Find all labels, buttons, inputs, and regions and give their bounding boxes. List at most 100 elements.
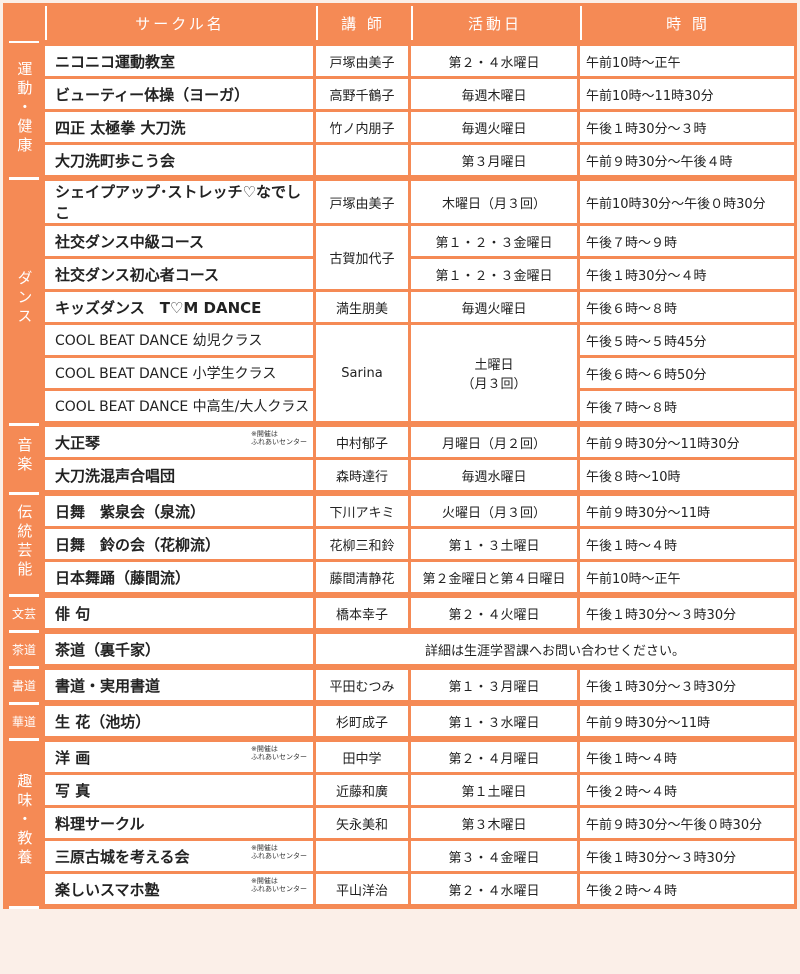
- header-category: [6, 6, 42, 43]
- category-label: 華道: [11, 714, 36, 729]
- circle-name-text: 洋 画: [55, 748, 91, 767]
- category-cell: 趣味・教養: [6, 742, 42, 909]
- venue-note: ※開催は ふれあいセンター: [251, 745, 307, 762]
- time-cell: 午後２時～４時: [580, 874, 794, 904]
- teacher-cell: [316, 841, 408, 871]
- day-cell: 第３木曜日: [411, 808, 577, 838]
- teacher-cell: 満生朋美: [316, 292, 408, 322]
- category-label: 運動・健康: [15, 60, 34, 156]
- venue-note: ※開催は ふれあいセンター: [251, 844, 307, 861]
- time-cell: 午前10時～正午: [580, 562, 794, 592]
- circle-name: 大刀洗町歩こう会: [45, 145, 313, 175]
- circle-name: 茶道（裏千家）: [45, 634, 313, 664]
- circle-name-text: 料理サークル: [55, 814, 145, 833]
- circle-name: 三原古城を考える会 ※開催は ふれあいセンター: [45, 841, 313, 871]
- circle-name: 日本舞踊（藤間流）: [45, 562, 313, 592]
- teacher-cell: Sarina: [316, 325, 408, 421]
- group-5: 茶道 茶道（裏千家） 詳細は生涯学習課へお問い合わせください。: [3, 631, 797, 669]
- circle-name-text: 日舞 鈴の会（花柳流）: [55, 535, 221, 554]
- circle-name-text: 社交ダンス初心者コース: [55, 265, 219, 284]
- day-cell: 第１・２・３金曜日: [411, 259, 577, 289]
- time-cell: 午前９時30分～11時30分: [580, 427, 794, 457]
- detail-cell: 詳細は生涯学習課へお問い合わせください。: [316, 634, 794, 664]
- table-row: 写 真 近藤和廣 第１土曜日 午後２時～４時: [6, 775, 794, 805]
- category-cell: 書道: [6, 670, 42, 705]
- table-row: 華道 生 花（池坊） 杉町成子 第１・３水曜日 午前９時30分～11時: [6, 706, 794, 741]
- table-row: 四正 太極拳 大刀洗 竹ノ内朋子 毎週火曜日 午後１時30分～３時: [6, 112, 794, 142]
- table-row: 運動・健康 ニコニコ運動教室 戸塚由美子 第２・４水曜日 午前10時～正午: [6, 46, 794, 180]
- time-cell: 午前10時～正午: [580, 46, 794, 76]
- time-cell: 午後２時～４時: [580, 775, 794, 805]
- day-cell: 毎週木曜日: [411, 79, 577, 109]
- teacher-cell: 高野千鶴子: [316, 79, 408, 109]
- table-row: 大刀洗混声合唱団 森時達行 毎週水曜日 午後８時～10時: [6, 460, 794, 490]
- circle-name-text: 日舞 紫泉会（泉流）: [55, 502, 206, 521]
- day-cell: 毎週水曜日: [411, 460, 577, 490]
- groups: 運動・健康 ニコニコ運動教室 戸塚由美子 第２・４水曜日 午前10時～正午 ビューティー体…: [3, 43, 797, 909]
- time-cell: 午前９時30分～11時: [580, 706, 794, 736]
- group-6: 書道 書道・実用書道 平田むつみ 第１・３月曜日 午後１時30分～３時30分: [3, 667, 797, 705]
- day-cell: 第１土曜日: [411, 775, 577, 805]
- circle-name: 書道・実用書道: [45, 670, 313, 700]
- circle-name-text: 四正 太極拳 大刀洗: [55, 118, 186, 137]
- circle-name: 大刀洗混声合唱団: [45, 460, 313, 490]
- circle-name: キッズダンス T♡M DANCE: [45, 292, 313, 322]
- group-8: 趣味・教養洋 画 ※開催は ふれあいセンター 田中学 第２・４月曜日 午後１時～４時写 …: [3, 739, 797, 909]
- category-cell: 音楽: [6, 427, 42, 495]
- circle-name: ニコニコ運動教室: [45, 46, 313, 76]
- circle-name: 料理サークル: [45, 808, 313, 838]
- time-cell: 午後１時30分～４時: [580, 259, 794, 289]
- teacher-cell: 古賀加代子: [316, 226, 408, 289]
- time-cell: 午後１時30分～３時30分: [580, 598, 794, 628]
- group-3: 伝統芸能 日舞 紫泉会（泉流） 下川アキミ 火曜日（月３回） 午前９時30分～11時 日舞…: [3, 493, 797, 597]
- circle-name-text: 大正琴: [55, 433, 101, 452]
- category-label: 茶道: [11, 642, 36, 657]
- day-cell: 土曜日 （月３回）: [411, 325, 577, 421]
- circle-name: 四正 太極拳 大刀洗: [45, 112, 313, 142]
- circle-name: 社交ダンス中級コース: [45, 226, 313, 256]
- circle-name: 日舞 紫泉会（泉流）: [45, 496, 313, 526]
- category-label: ダンス: [15, 270, 34, 328]
- table-row: キッズダンス T♡M DANCE 満生朋美 毎週火曜日 午後６時～８時: [6, 292, 794, 322]
- table-row: ダンス シェイプアップ･ストレッチ♡なでしこ 戸塚由美子 木曜日（月３回） 午前10時3…: [6, 181, 794, 426]
- day-cell: 第２金曜日と第４日曜日: [411, 562, 577, 592]
- circle-name-text: 社交ダンス中級コース: [55, 232, 204, 251]
- table-row: 文芸 俳 句 橋本幸子 第２・４火曜日 午後１時30分～３時30分: [6, 598, 794, 633]
- teacher-cell: 平田むつみ: [316, 670, 408, 700]
- table-header: サークル名 講 師 活動日 時 間: [3, 3, 797, 43]
- circle-name: 写 真: [45, 775, 313, 805]
- table-row: 茶道 茶道（裏千家） 詳細は生涯学習課へお問い合わせください。: [6, 634, 794, 669]
- table-row: 三原古城を考える会 ※開催は ふれあいセンター 第３・４金曜日 午後１時30分～３時3…: [6, 841, 794, 871]
- time-cell: 午後１時～４時: [580, 742, 794, 772]
- time-cell: 午後６時～６時50分: [580, 358, 794, 388]
- circle-name-text: ビューティー体操（ヨーガ）: [55, 85, 250, 104]
- teacher-cell: 花柳三和鈴: [316, 529, 408, 559]
- teacher-cell: 中村郁子: [316, 427, 408, 457]
- circle-name-text: COOL BEAT DANCE 幼児クラス: [55, 333, 263, 349]
- day-cell: 火曜日（月３回）: [411, 496, 577, 526]
- day-cell: 第２・４月曜日: [411, 742, 577, 772]
- venue-note: ※開催は ふれあいセンター: [251, 430, 307, 447]
- time-cell: 午後５時～５時45分: [580, 325, 794, 355]
- time-cell: 午後１時30分～３時: [580, 112, 794, 142]
- day-cell: 第２・４水曜日: [411, 46, 577, 76]
- day-cell: 木曜日（月３回）: [411, 181, 577, 223]
- teacher-cell: 戸塚由美子: [316, 46, 408, 76]
- table-row: ビューティー体操（ヨーガ） 高野千鶴子 毎週木曜日 午前10時～11時30分: [6, 79, 794, 109]
- time-cell: 午後１時30分～３時30分: [580, 670, 794, 700]
- teacher-cell: 下川アキミ: [316, 496, 408, 526]
- teacher-cell: 藤間清静花: [316, 562, 408, 592]
- group-1: ダンス シェイプアップ･ストレッチ♡なでしこ 戸塚由美子 木曜日（月３回） 午前10時3…: [3, 178, 797, 426]
- circle-name: COOL BEAT DANCE 幼児クラス: [45, 325, 313, 355]
- time-cell: 午前10時30分～午後０時30分: [580, 181, 794, 223]
- teacher-cell: 矢永美和: [316, 808, 408, 838]
- table-row: 趣味・教養洋 画 ※開催は ふれあいセンター 田中学 第２・４月曜日 午後１時～４時: [6, 742, 794, 909]
- category-cell: 運動・健康: [6, 46, 42, 180]
- time-cell: 午後１時30分～３時30分: [580, 841, 794, 871]
- table-row: 伝統芸能 日舞 紫泉会（泉流） 下川アキミ 火曜日（月３回） 午前９時30分～11時: [6, 496, 794, 597]
- circle-name: COOL BEAT DANCE 中高生/大人クラス: [45, 391, 313, 421]
- day-cell: 毎週火曜日: [411, 112, 577, 142]
- time-cell: 午前９時30分～午後４時: [580, 145, 794, 175]
- category-label: 音楽: [15, 437, 34, 476]
- category-cell: 伝統芸能: [6, 496, 42, 597]
